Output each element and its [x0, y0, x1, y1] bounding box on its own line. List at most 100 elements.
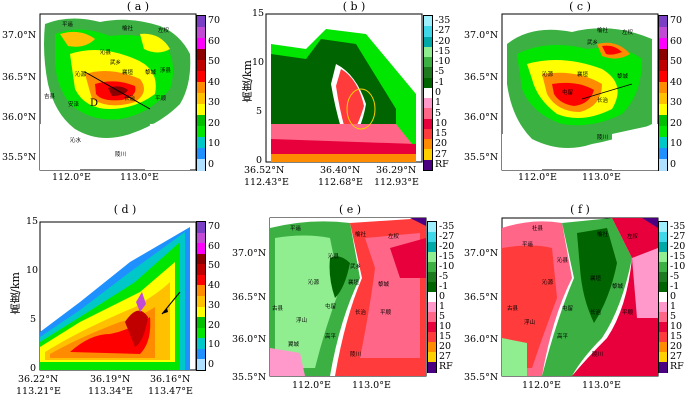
- svg-text:平遥: 平遥: [290, 224, 302, 232]
- colorbar-tick-label: -15: [435, 45, 451, 57]
- colorbar-swatch: [659, 312, 667, 323]
- svg-text:高平: 高平: [557, 332, 569, 340]
- svg-text:襄垣: 襄垣: [577, 70, 589, 78]
- colorbar-tick-label: 10: [208, 339, 221, 351]
- colorbar-b: [423, 15, 433, 171]
- colorbar-swatch: [659, 322, 667, 333]
- colorbar-tick-label: RF: [439, 361, 453, 372]
- svg-text:黎城: 黎城: [145, 68, 157, 76]
- colorbar-swatch: [428, 322, 436, 333]
- x-tick: 36.29°N: [376, 165, 417, 176]
- panel-b-label: ( b ): [342, 0, 366, 13]
- svg-text:沁源: 沁源: [75, 70, 87, 78]
- svg-text:榆社: 榆社: [597, 230, 609, 238]
- svg-text:古县: 古县: [507, 304, 519, 312]
- colorbar-tick-label: 60: [208, 240, 221, 252]
- colorbar-tick-label: 1: [670, 301, 677, 312]
- colorbar-swatch: [197, 296, 205, 308]
- colorbar-swatch: [424, 149, 432, 161]
- x-tick: 112.43°E: [244, 177, 289, 188]
- colorbar-swatch: [197, 232, 205, 244]
- svg-text:左权: 左权: [158, 26, 170, 34]
- colorbar-swatch: [428, 342, 436, 353]
- colorbar-swatch: [428, 302, 436, 313]
- svg-text:榆社: 榆社: [597, 26, 609, 34]
- colorbar-swatch: [428, 292, 436, 303]
- y-tick: 10: [252, 57, 265, 68]
- svg-text:平顺: 平顺: [380, 309, 392, 316]
- colorbar-tick-label: 20: [435, 138, 448, 150]
- colorbar-swatch: [659, 252, 667, 263]
- colorbar-swatch: [659, 137, 667, 149]
- colorbar-swatch: [659, 282, 667, 293]
- svg-text:襄垣: 襄垣: [590, 274, 602, 282]
- lat-tick: 36.5°N: [2, 72, 37, 83]
- panel-b-section: [265, 13, 423, 163]
- colorbar-swatch: [428, 222, 436, 233]
- colorbar-swatch: [424, 108, 432, 120]
- colorbar-swatch: [659, 332, 667, 343]
- lat-tick: 35.5°N: [464, 372, 499, 383]
- svg-text:陵川: 陵川: [592, 350, 603, 358]
- colorbar-tick-label: 1: [439, 301, 446, 312]
- colorbar-swatch: [659, 232, 667, 243]
- svg-text:陵川: 陵川: [350, 350, 361, 358]
- panel-e-label: ( e ): [338, 203, 362, 216]
- colorbar-tick-label: -5: [435, 66, 445, 78]
- svg-text:陵川: 陵川: [597, 133, 608, 141]
- colorbar-tick-label: 70: [670, 15, 683, 26]
- colorbar-tick-label: -20: [439, 241, 455, 252]
- x-tick: 36.22°N: [18, 374, 59, 385]
- colorbar-swatch: [197, 306, 205, 318]
- svg-text:武乡: 武乡: [587, 38, 598, 46]
- colorbar-swatch: [428, 252, 436, 263]
- colorbar-swatch: [428, 282, 436, 293]
- colorbar-tick-label: 15: [670, 331, 683, 342]
- svg-text:襄垣: 襄垣: [348, 278, 360, 286]
- colorbar-tick-label: 0: [439, 291, 446, 302]
- y-tick: 0: [256, 155, 263, 166]
- colorbar-swatch: [428, 272, 436, 283]
- svg-text:襄垣: 襄垣: [122, 68, 134, 76]
- colorbar-swatch: [197, 285, 205, 297]
- colorbar-tick-label: 27: [670, 351, 683, 362]
- y-tick: 10: [26, 265, 39, 276]
- colorbar-tick-label: 30: [670, 97, 683, 109]
- lon-tick: 112.0°E: [518, 172, 557, 183]
- svg-text:长治: 长治: [124, 94, 136, 102]
- colorbar-swatch: [659, 262, 667, 273]
- colorbar-tick-label: -35: [435, 15, 451, 26]
- colorbar-tick-label: 10: [435, 117, 448, 129]
- colorbar-tick-label: 0: [208, 359, 215, 370]
- colorbar-tick-label: 0: [670, 159, 677, 170]
- svg-text:沁水: 沁水: [70, 136, 82, 144]
- colorbar-c: [658, 15, 668, 171]
- colorbar-swatch: [197, 115, 205, 127]
- colorbar-swatch: [424, 159, 432, 171]
- colorbar-swatch: [659, 362, 667, 373]
- x-tick: 113.21°E: [16, 386, 61, 397]
- colorbar-tick-label: 0: [208, 159, 215, 170]
- lat-tick: 36.0°N: [464, 334, 499, 345]
- lat-tick: 36.0°N: [2, 112, 37, 123]
- colorbar-tick-label: 20: [670, 117, 683, 129]
- colorbar-swatch: [659, 104, 667, 116]
- colorbar-swatch: [659, 82, 667, 94]
- colorbar-swatch: [424, 77, 432, 89]
- lon-tick: 113.0°E: [352, 380, 391, 391]
- lon-tick: 113.0°E: [582, 380, 621, 391]
- y-tick: 5: [256, 106, 263, 117]
- svg-text:左权: 左权: [622, 28, 634, 36]
- svg-text:武乡: 武乡: [350, 262, 361, 270]
- colorbar-tick-label: -10: [435, 56, 451, 68]
- svg-text:高平: 高平: [325, 332, 337, 340]
- lat-tick: 36.5°N: [232, 292, 267, 303]
- svg-text:陵川: 陵川: [115, 150, 126, 158]
- colorbar-swatch: [197, 137, 205, 149]
- lat-tick: 37.0°N: [232, 248, 267, 259]
- colorbar-swatch: [659, 16, 667, 28]
- colorbar-tick-label: -5: [439, 271, 449, 282]
- lon-tick: 112.0°E: [52, 172, 91, 183]
